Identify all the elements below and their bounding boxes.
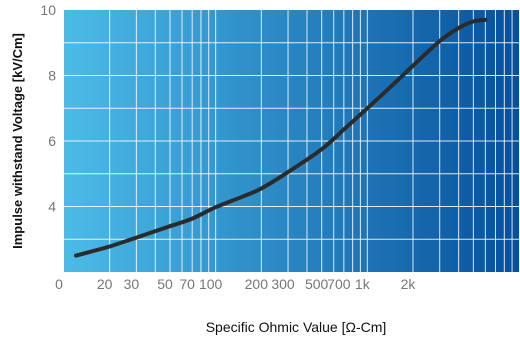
y-tick-label: 4 xyxy=(48,199,56,215)
x-tick-label: 300 xyxy=(271,276,295,292)
x-tick-label: 70 xyxy=(179,276,195,292)
x-tick-label: 200 xyxy=(245,276,269,292)
y-tick-label: 10 xyxy=(40,2,56,18)
y-tick-label: 6 xyxy=(48,133,56,149)
series-layer xyxy=(74,17,488,258)
x-tick-label: 20 xyxy=(97,276,113,292)
grid xyxy=(64,10,519,272)
x-tick-label: 50 xyxy=(157,276,173,292)
x-tick-label: 0 xyxy=(55,276,63,292)
x-tick-label: 1k xyxy=(355,276,371,292)
series-line xyxy=(74,17,488,258)
x-tick-label: 100 xyxy=(199,276,223,292)
x-tick-label: 30 xyxy=(124,276,140,292)
x-tick-label: 500 xyxy=(305,276,329,292)
x-axis-label: Specific Ohmic Value [Ω-Cm] xyxy=(206,319,387,335)
y-axis-ticks: 4 6 8 10 xyxy=(40,2,56,215)
x-tick-label: 2k xyxy=(401,276,417,292)
y-tick-label: 8 xyxy=(48,68,56,84)
x-tick-label: 700 xyxy=(327,276,351,292)
y-axis-label: Impulse withstand Voltage [kV/Cm] xyxy=(10,33,25,249)
